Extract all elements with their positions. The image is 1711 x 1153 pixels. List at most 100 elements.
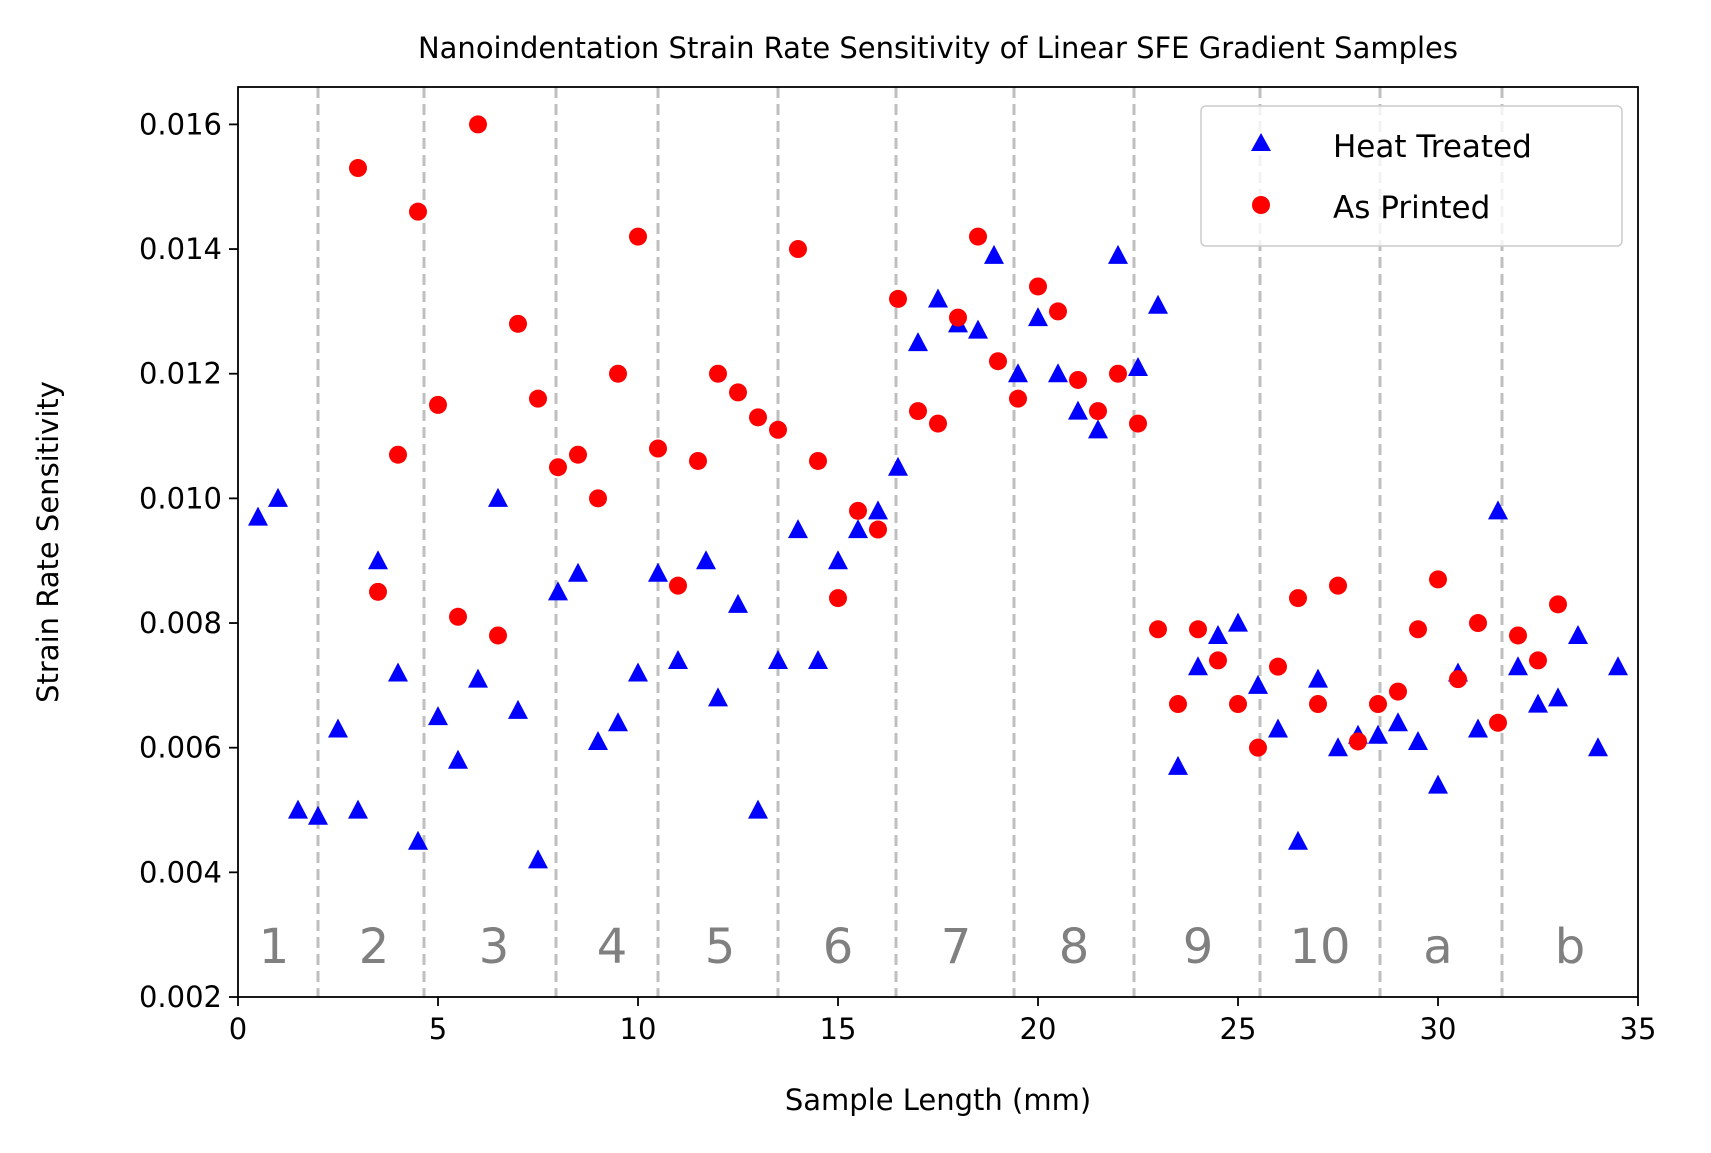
- as-printed-point: [1089, 402, 1107, 421]
- heat-treated-point: [788, 519, 808, 539]
- heat-treated-point: [828, 550, 848, 570]
- as-printed-point: [1549, 595, 1567, 614]
- heat-treated-point: [708, 687, 728, 707]
- heat-treated-point: [1168, 755, 1188, 775]
- as-printed-point: [709, 364, 727, 383]
- as-printed-point: [1329, 576, 1347, 595]
- heat-treated-point: [388, 662, 408, 682]
- as-printed-point: [849, 501, 867, 520]
- heat-treated-point: [1368, 724, 1388, 744]
- heat-treated-point: [728, 593, 748, 613]
- heat-treated-point: [488, 487, 508, 507]
- heat-treated-point: [568, 562, 588, 582]
- data-points: [248, 115, 1628, 869]
- heat-treated-point: [808, 649, 828, 669]
- as-printed-point: [669, 576, 687, 595]
- as-printed-point: [809, 451, 827, 470]
- x-tick-label: 35: [1620, 1012, 1657, 1046]
- x-tick-label: 30: [1420, 1012, 1457, 1046]
- heat-treated-point: [548, 581, 568, 601]
- heat-treated-point: [628, 662, 648, 682]
- heat-treated-point: [888, 456, 908, 476]
- as-printed-point: [969, 227, 987, 246]
- as-printed-point: [649, 439, 667, 458]
- x-tick-label: 25: [1220, 1012, 1257, 1046]
- legend-triangle-icon: [1251, 133, 1271, 151]
- x-tick-label: 5: [429, 1012, 447, 1046]
- section-label-a: a: [1423, 919, 1452, 975]
- heat-treated-point: [1428, 774, 1448, 794]
- heat-treated-point: [1288, 830, 1308, 850]
- heat-treated-point: [1148, 294, 1168, 314]
- heat-treated-point: [1548, 687, 1568, 707]
- x-tick-label: 20: [1020, 1012, 1057, 1046]
- as-printed-point: [389, 445, 407, 464]
- heat-treated-point: [1228, 612, 1248, 632]
- as-printed-point: [409, 202, 427, 221]
- heat-treated-point: [408, 830, 428, 850]
- heat-treated-point: [868, 500, 888, 520]
- as-printed-point: [1189, 620, 1207, 639]
- y-tick-label: 0.012: [139, 357, 222, 391]
- heat-treated-point: [648, 562, 668, 582]
- heat-treated-point: [288, 799, 308, 819]
- as-printed-point: [1069, 370, 1087, 389]
- plot-frame: [237, 86, 1639, 998]
- as-printed-point: [429, 395, 447, 414]
- chart-title: Nanoindentation Strain Rate Sensitivity …: [418, 31, 1458, 65]
- as-printed-point: [789, 240, 807, 259]
- legend-label-heat-treated: Heat Treated: [1333, 129, 1532, 165]
- heat-treated-point: [308, 805, 328, 825]
- heat-treated-point: [1088, 419, 1108, 439]
- heat-treated-point: [328, 718, 348, 738]
- as-printed-point: [909, 402, 927, 421]
- as-printed-point: [1169, 695, 1187, 714]
- heat-treated-point: [1028, 307, 1048, 327]
- heat-treated-point: [448, 749, 468, 769]
- heat-treated-point: [1588, 737, 1608, 757]
- as-printed-point: [769, 420, 787, 439]
- heat-treated-point: [1188, 656, 1208, 676]
- y-tick-label: 0.014: [139, 232, 222, 266]
- as-printed-point: [509, 314, 527, 333]
- section-label-4: 4: [597, 919, 628, 975]
- heat-treated-point: [1128, 357, 1148, 377]
- heat-treated-point: [428, 706, 448, 726]
- heat-treated-point: [1248, 674, 1268, 694]
- x-tick-label: 10: [620, 1012, 657, 1046]
- section-label-3: 3: [479, 919, 510, 975]
- heat-treated-point: [348, 799, 368, 819]
- heat-treated-point: [508, 699, 528, 719]
- legend-box: [1200, 105, 1623, 247]
- y-tick-label: 0.008: [139, 606, 222, 640]
- heat-treated-point: [608, 712, 628, 732]
- section-label-5: 5: [705, 919, 736, 975]
- x-axis-label: Sample Length (mm): [785, 1083, 1091, 1117]
- y-axis-ticks: 0.002 0.004 0.006 0.008 0.010 0.012 0.014 0.016: [139, 107, 238, 1014]
- section-label-1: 1: [259, 919, 290, 975]
- heat-treated-point: [368, 550, 388, 570]
- y-tick-label: 0.010: [139, 481, 222, 515]
- heat-treated-point: [588, 731, 608, 751]
- as-printed-point: [1149, 620, 1167, 639]
- as-printed-point: [1049, 302, 1067, 321]
- as-printed-point: [729, 383, 747, 402]
- heat-treated-point: [984, 244, 1004, 264]
- as-printed-point: [1109, 364, 1127, 383]
- heat-treated-point: [1328, 737, 1348, 757]
- heat-treated-point: [1008, 363, 1028, 383]
- heat-treated-point: [768, 649, 788, 669]
- y-tick-label: 0.002: [139, 980, 222, 1014]
- as-printed-point: [1269, 657, 1287, 676]
- as-printed-point: [1509, 626, 1527, 645]
- section-label-9: 9: [1183, 919, 1214, 975]
- legend-label-as-printed: As Printed: [1333, 190, 1490, 226]
- as-printed-point: [1409, 620, 1427, 639]
- section-label-6: 6: [823, 919, 854, 975]
- legend-circle-icon: [1252, 196, 1270, 214]
- as-printed-point: [1489, 713, 1507, 732]
- as-printed-point: [1009, 389, 1027, 408]
- heat-treated-point: [748, 799, 768, 819]
- y-tick-label: 0.016: [139, 107, 222, 141]
